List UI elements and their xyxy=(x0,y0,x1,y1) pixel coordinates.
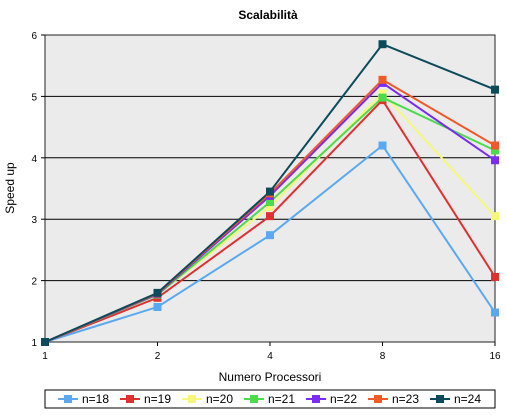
x-axis-ticks: 1 2 4 8 16 xyxy=(42,342,501,362)
y-tick-label: 2 xyxy=(31,277,37,288)
x-tick-label: 16 xyxy=(489,351,501,362)
data-point-n=24 xyxy=(41,338,49,346)
legend-marker xyxy=(64,395,72,403)
y-tick-label: 1 xyxy=(31,338,37,349)
data-point-n=21 xyxy=(266,198,274,207)
data-point-n=24 xyxy=(378,40,387,49)
legend-marker xyxy=(436,395,444,403)
legend-marker xyxy=(188,395,196,403)
legend-label: n=19 xyxy=(144,392,171,406)
x-tick-label: 8 xyxy=(380,351,386,362)
data-point-n=20 xyxy=(378,89,387,98)
data-point-n=23 xyxy=(491,141,499,150)
legend-label: n=22 xyxy=(330,392,357,406)
data-point-n=20 xyxy=(491,212,499,221)
legend-label: n=20 xyxy=(206,392,233,406)
y-tick-label: 5 xyxy=(31,92,37,103)
legend-label: n=21 xyxy=(268,392,295,406)
data-point-n=18 xyxy=(266,231,274,240)
x-tick-label: 1 xyxy=(42,351,48,362)
data-point-n=22 xyxy=(491,156,499,165)
data-point-n=24 xyxy=(153,288,162,297)
y-tick-label: 3 xyxy=(31,215,37,226)
legend-marker xyxy=(126,395,134,403)
data-point-n=23 xyxy=(378,75,387,84)
data-point-n=24 xyxy=(266,187,274,196)
legend-marker xyxy=(250,395,258,403)
x-tick-label: 4 xyxy=(267,351,273,362)
data-point-n=21 xyxy=(378,93,387,102)
y-tick-label: 6 xyxy=(31,31,37,42)
legend-marker xyxy=(374,395,382,403)
data-point-n=18 xyxy=(153,303,162,312)
x-axis-label: Numero Processori xyxy=(219,370,322,384)
chart-title: Scalabilità xyxy=(238,8,298,22)
legend: n=18 n=19 n=20 n=21 n=22 n=23 n=24 xyxy=(58,392,481,406)
legend-box xyxy=(44,389,496,409)
data-point-n=18 xyxy=(491,308,499,317)
series-markers xyxy=(41,40,499,346)
legend-label: n=24 xyxy=(454,392,481,406)
y-axis-label: Speed up xyxy=(3,162,17,214)
legend-marker xyxy=(312,395,320,403)
x-tick-label: 2 xyxy=(155,351,161,362)
data-point-n=20 xyxy=(266,202,274,211)
data-point-n=18 xyxy=(378,141,387,150)
y-tick-label: 4 xyxy=(31,154,37,165)
legend-label: n=23 xyxy=(392,392,419,406)
data-point-n=19 xyxy=(491,272,499,281)
data-point-n=24 xyxy=(491,85,499,94)
y-axis-ticks: 1 2 3 4 5 6 xyxy=(31,31,45,349)
data-point-n=19 xyxy=(266,212,274,221)
data-point-n=21 xyxy=(491,146,499,155)
legend-label: n=18 xyxy=(82,392,109,406)
